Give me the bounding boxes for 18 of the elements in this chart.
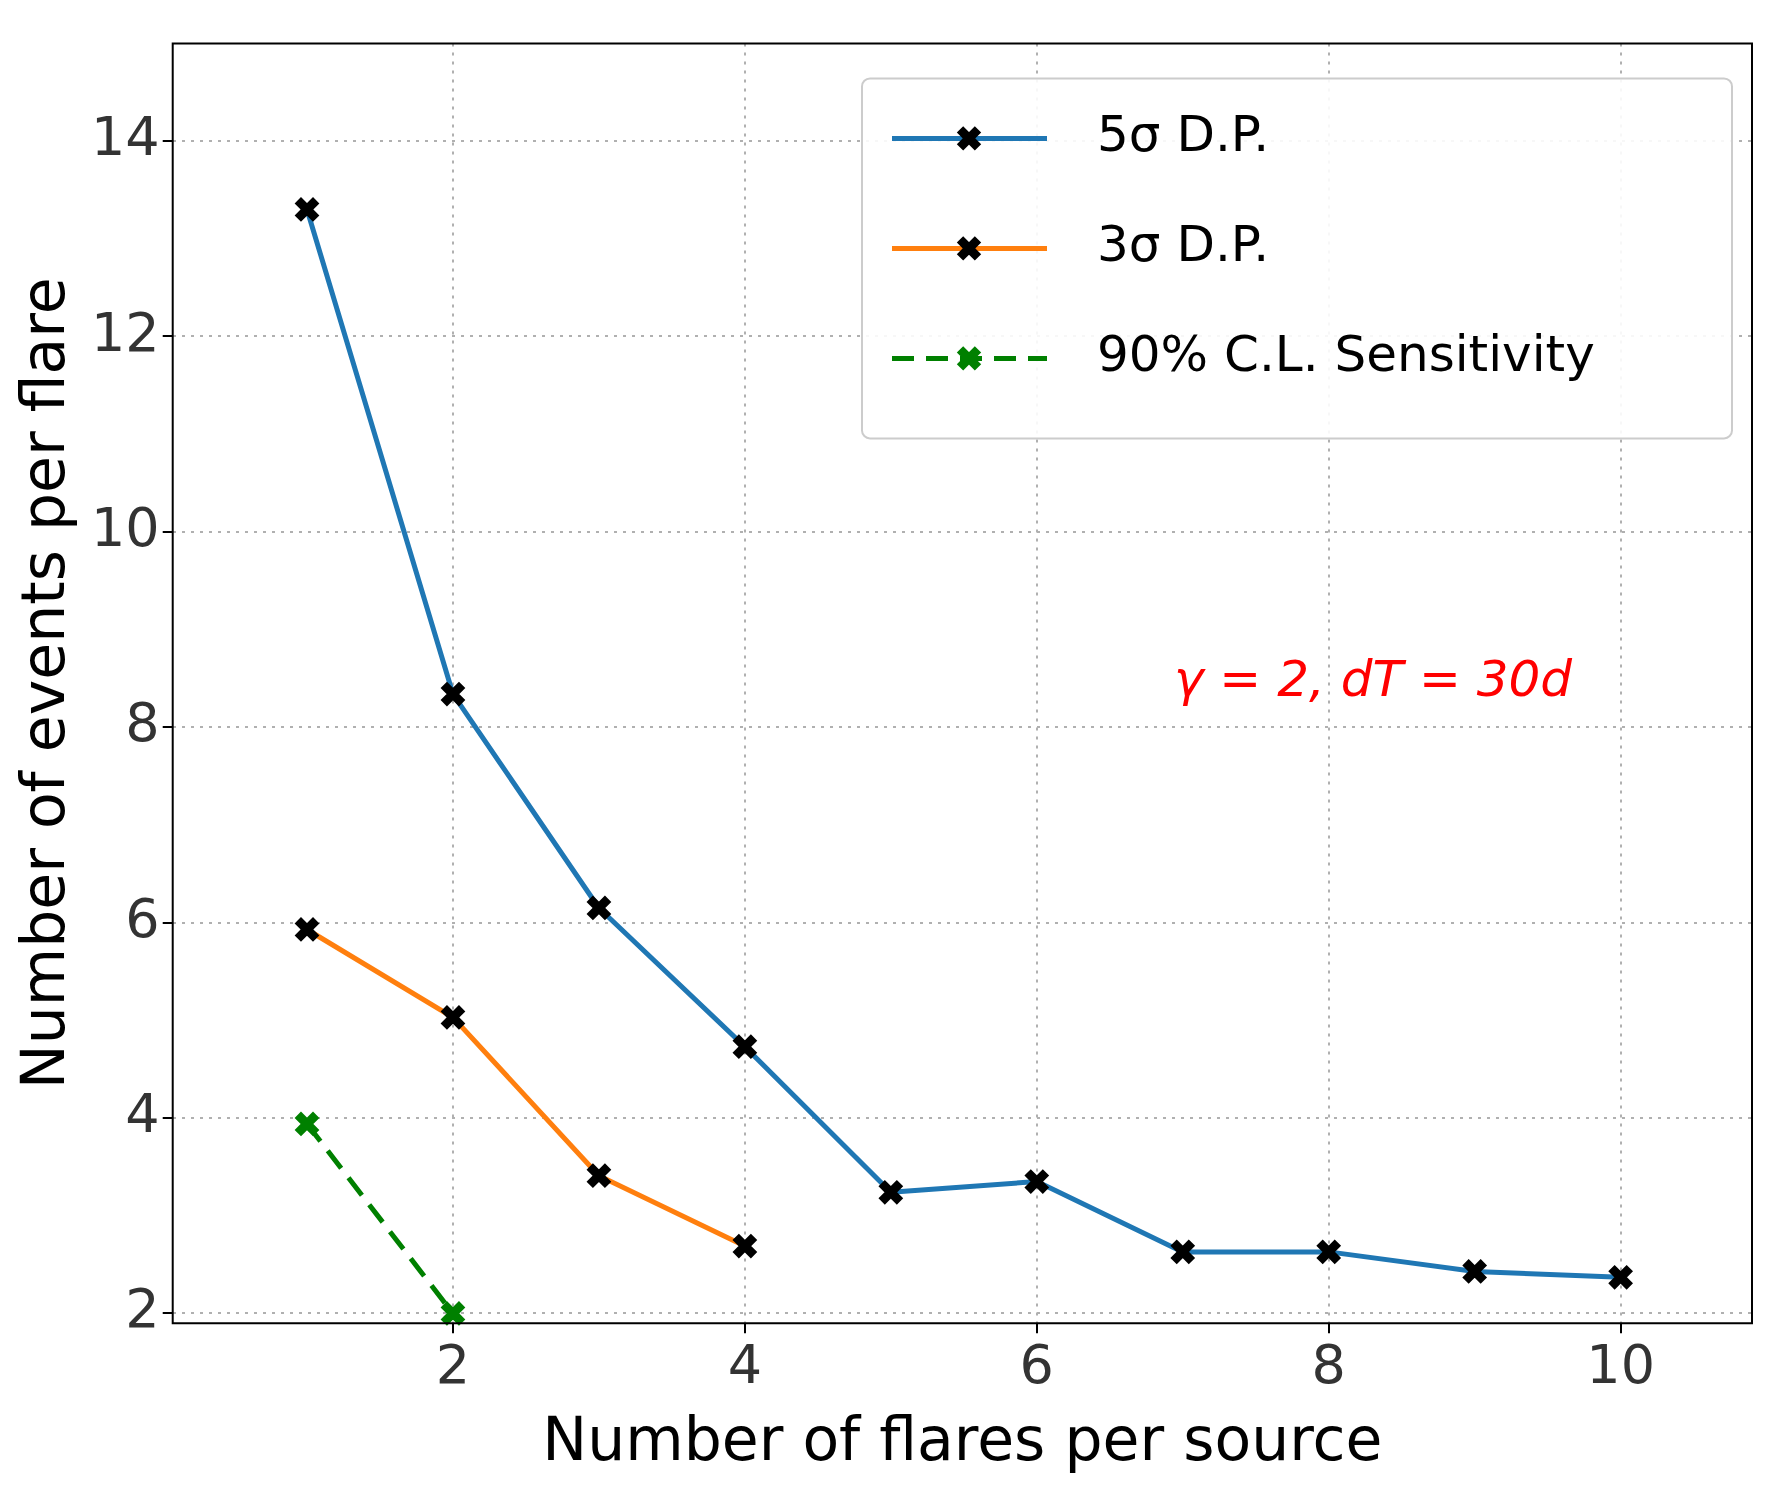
y-tick-label: 10 [90, 495, 160, 559]
legend-label: 5σ D.P. [1097, 105, 1270, 164]
y-tick-label: 14 [90, 105, 160, 169]
y-tick-label: 12 [90, 300, 160, 364]
annotation: γ = 2, dT = 30d [1173, 650, 1573, 709]
x-tick-label: 10 [1586, 1332, 1655, 1396]
x-tick-label: 4 [727, 1332, 763, 1396]
legend-label: 90% C.L. Sensitivity [1097, 325, 1595, 384]
y-tick-label: 8 [125, 691, 160, 755]
legend-label: 3σ D.P. [1097, 215, 1270, 274]
x-tick-label: 8 [1311, 1332, 1346, 1396]
x-tick-label: 6 [1019, 1332, 1054, 1396]
y-tick-label: 6 [125, 886, 160, 950]
y-tick-label: 2 [125, 1277, 160, 1341]
y-axis-title: Number of events per flare [7, 277, 78, 1090]
y-tick-label: 4 [125, 1082, 160, 1146]
x-tick-label: 2 [435, 1332, 471, 1396]
x-axis-title: Number of flares per source [542, 1403, 1383, 1474]
